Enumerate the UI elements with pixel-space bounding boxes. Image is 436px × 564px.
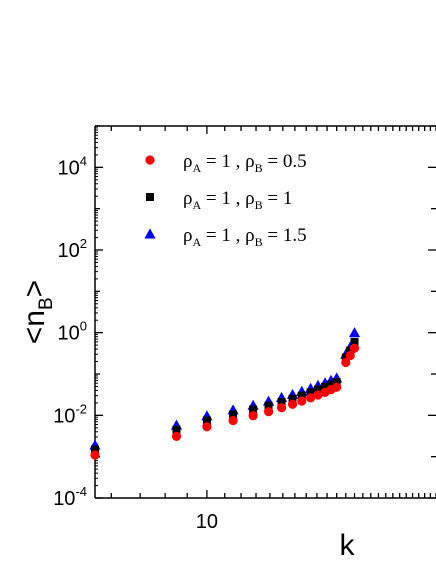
data-point [346,346,355,355]
axes [94,125,436,499]
data-point [297,391,306,400]
data-point [287,399,298,409]
data-point [144,228,156,239]
data-points [89,327,361,460]
data-point [341,357,351,368]
data-point [326,380,335,389]
data-point [332,382,342,392]
data-point [349,343,360,353]
y-tick-label: 102 [58,236,87,262]
y-tick-label: 104 [58,153,87,179]
data-point [345,350,355,361]
axis-titles: k <nB> [18,280,356,562]
legend-label: ρA = 1 , ρB = 1.5 [183,225,307,249]
x-tick-label: 10 [196,511,218,533]
data-point [350,337,359,346]
data-point [306,388,315,397]
y-tick-label: 10-4 [53,484,87,510]
ticks: 10-4 10-2 100 102 104 10 [53,125,436,533]
data-point [264,401,273,410]
y-tick-label: 10-2 [53,401,87,427]
data-point [146,193,154,201]
data-point [297,396,307,406]
data-point [249,405,258,414]
data-point [305,393,316,403]
y-tick-label: 100 [58,319,87,345]
data-point [263,407,274,417]
data-point [91,445,99,454]
legend-label: ρA = 1 , ρB = 0.5 [183,151,307,175]
y-axis-title: <nB> [18,280,57,344]
x-axis-title: k [340,529,356,562]
data-point [229,410,238,419]
data-point [90,450,100,460]
legend-label: ρA = 1 , ρB = 1 [183,188,292,212]
data-point [341,353,350,362]
data-point [202,416,211,425]
data-point [321,382,330,391]
data-point [276,403,287,413]
legend: ρA = 1 , ρB = 0.5 ρA = 1 , ρB = 1 ρA = 1 ,… [144,151,307,249]
data-point [332,378,341,387]
data-point [348,327,361,338]
data-point [202,422,212,432]
data-point [172,425,181,434]
data-point [145,155,155,165]
data-point [171,431,182,441]
data-point [228,415,238,426]
data-point [248,411,258,421]
data-point [277,398,286,407]
data-point [288,394,297,403]
data-point [313,385,322,394]
data-point [313,390,323,400]
